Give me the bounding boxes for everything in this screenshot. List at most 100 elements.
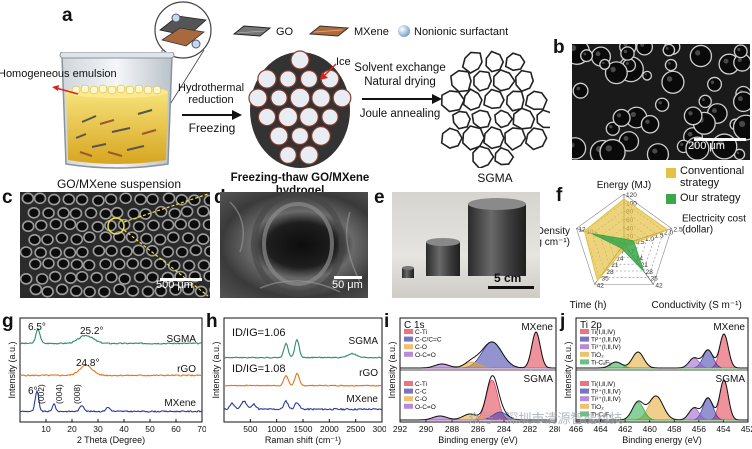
pore — [572, 82, 589, 99]
cell — [141, 285, 155, 298]
pore — [732, 91, 750, 113]
x-tick-label: 286 — [471, 424, 485, 434]
cell — [42, 257, 55, 270]
raman-line-mxene — [223, 399, 383, 411]
sgma-cell — [492, 68, 516, 92]
xps-legend-label: O-C=O — [415, 352, 436, 359]
xrd-plane-label: (004) — [54, 384, 64, 404]
xps-envelope — [576, 379, 748, 421]
cell — [169, 284, 182, 296]
pore-highlight — [688, 111, 693, 116]
series-label-mxene: MXene — [346, 394, 378, 405]
radar-tick-label: 1.5 — [655, 233, 664, 240]
cell — [126, 285, 140, 297]
ice-label: Ice — [336, 56, 351, 68]
pore — [685, 136, 710, 160]
cell — [91, 221, 105, 233]
cell — [161, 246, 175, 258]
panel-g-letter: g — [2, 311, 14, 332]
pore-highlight — [616, 113, 622, 118]
pore-highlight — [652, 148, 658, 154]
cell — [92, 194, 105, 207]
cell — [83, 285, 96, 298]
pore — [707, 76, 723, 92]
radar-tick-label: 14 — [616, 255, 624, 262]
xps-legend-swatch — [404, 388, 413, 394]
x-tick-label: 458 — [667, 424, 681, 434]
radar-tick-label: 28 — [646, 269, 654, 276]
x-axis-label: Binding energy (eV) — [622, 435, 702, 445]
pore-highlight — [576, 86, 581, 91]
xps-legend-label: O-C=O — [415, 404, 436, 411]
sgma-cell — [450, 69, 472, 93]
pore — [654, 97, 670, 112]
x-tick-label: 70 — [197, 424, 206, 434]
cell — [97, 285, 111, 298]
pore-highlight — [687, 131, 693, 137]
legend-ours-label: Our strategy — [680, 192, 741, 204]
xps-legend-label: C-C — [415, 389, 427, 396]
x-tick-label: 3000 — [373, 424, 386, 434]
cell — [132, 220, 146, 233]
xps-series-label-lower: SGMA — [716, 374, 746, 385]
cell — [29, 283, 43, 296]
pore — [733, 44, 748, 59]
panel-e-letter: e — [374, 187, 385, 208]
xps-legend-swatch — [580, 344, 589, 350]
cell — [133, 271, 147, 284]
xps-legend-label: Ti²⁺(Ⅰ,Ⅱ,Ⅳ) — [591, 389, 621, 396]
panel-e-scale-label: 5 cm — [494, 271, 522, 285]
xps-legend-label: TiO₂ — [591, 352, 604, 359]
ice-crystal — [257, 69, 277, 89]
x-tick-label: 1000 — [267, 424, 286, 434]
cell — [69, 285, 83, 297]
sgma-cell — [483, 126, 505, 150]
pore-highlight — [710, 80, 715, 84]
raman-ratio-label: ID/IG=1.06 — [232, 327, 286, 339]
cell — [20, 273, 33, 285]
cell — [75, 220, 89, 233]
xps-legend-label: Ti(Ⅰ,Ⅱ,Ⅳ) — [591, 381, 615, 388]
pore — [599, 58, 611, 70]
step1-top-label: Hydrothermal reduction — [178, 82, 245, 107]
xps-legend-swatch — [404, 351, 413, 357]
cell — [147, 219, 160, 232]
cell — [48, 270, 62, 283]
cell — [187, 218, 201, 231]
panel-b-micrograph: 200 μm — [572, 44, 750, 160]
pore-highlight — [625, 61, 629, 65]
sgma-cell — [461, 51, 483, 74]
x-tick-label: 60 — [171, 424, 181, 434]
panel-d-letter: d — [214, 188, 226, 207]
series-label-rgo: rGO — [177, 364, 196, 375]
xps-legend-label: Ti³⁺(Ⅰ,Ⅱ,Ⅳ) — [591, 344, 621, 351]
step1-bottom-label: Freezing — [188, 121, 236, 135]
ice-arrow-icon — [320, 63, 337, 80]
panel-c-scale-bar — [160, 278, 202, 281]
radar-tick-label: 21 — [641, 262, 649, 269]
pore-highlight — [623, 44, 628, 47]
step2-label-1: Solvent exchange — [354, 62, 446, 74]
cell — [34, 219, 48, 232]
legend-go-label: GO — [276, 26, 294, 38]
x-tick-label: 20 — [67, 424, 77, 434]
surfactant-legend-icon — [398, 25, 410, 37]
ice-crystal — [290, 50, 310, 70]
x-tick-label: 456 — [692, 424, 706, 434]
x-tick-label: 284 — [497, 424, 511, 434]
step2-label-2: Natural drying — [364, 76, 436, 88]
pore-highlight — [605, 145, 612, 152]
pore — [580, 49, 594, 63]
cell — [120, 245, 133, 258]
sgma-network-illustration — [440, 50, 550, 168]
x-tick-label: 288 — [445, 424, 459, 434]
cell — [90, 271, 103, 284]
radar-tick-label: 120 — [626, 192, 637, 199]
xps-legend-swatch — [580, 336, 589, 342]
sgma-cell — [524, 127, 548, 151]
panel-j-xps-chart: 466 464 462 460 458 456 454 452 Binding energy (… — [563, 317, 752, 445]
cell — [182, 232, 195, 244]
cell — [196, 233, 210, 245]
cell — [105, 245, 118, 257]
xps-legend-swatch — [580, 396, 589, 402]
